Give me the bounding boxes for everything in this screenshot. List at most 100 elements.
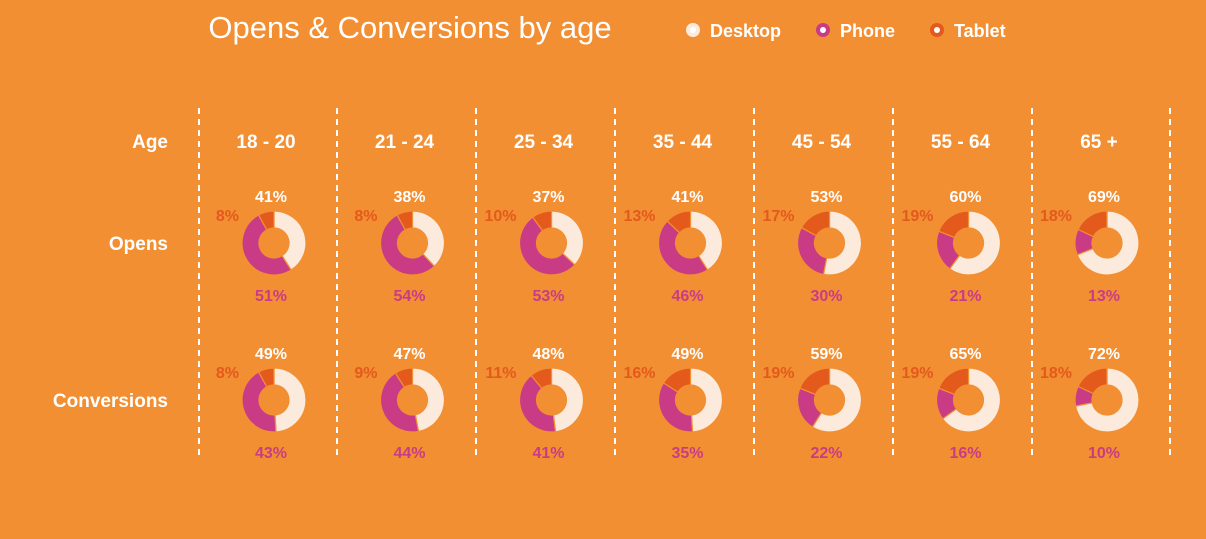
phone-value: 43%	[255, 445, 287, 462]
desktop-value: 41%	[255, 189, 287, 206]
phone-value: 41%	[532, 445, 564, 462]
phone-value: 51%	[255, 288, 287, 305]
age-label: 21 - 24	[375, 132, 435, 153]
tablet-value: 9%	[354, 365, 377, 382]
tablet-value: 13%	[623, 208, 655, 225]
slice-phone	[518, 374, 557, 433]
donut-conversions-2: 48% 41% 11%	[485, 346, 585, 462]
legend-swatch-dot	[820, 27, 826, 33]
legend-label: Tablet	[954, 21, 1006, 41]
phone-value: 53%	[532, 288, 564, 305]
legend-item-desktop: Desktop	[686, 21, 781, 41]
desktop-value: 59%	[810, 346, 842, 363]
slice-tablet	[257, 367, 275, 388]
tablet-value: 17%	[762, 208, 794, 225]
slice-tablet	[257, 210, 275, 231]
slice-tablet	[1077, 367, 1108, 395]
desktop-value: 65%	[949, 346, 981, 363]
slice-phone	[379, 214, 436, 276]
phone-value: 22%	[810, 445, 842, 462]
slice-tablet	[531, 210, 553, 232]
slice-tablet	[798, 367, 831, 396]
donut-conversions-4: 59% 22% 19%	[762, 346, 863, 462]
tablet-value: 8%	[216, 208, 239, 225]
desktop-value: 53%	[810, 189, 842, 206]
donut-conversions-1: 47% 44% 9%	[354, 346, 446, 462]
slice-desktop	[811, 367, 863, 433]
slice-tablet	[1077, 210, 1108, 238]
donut-opens-5: 60% 21% 19%	[901, 189, 1002, 305]
age-label: 18 - 20	[236, 132, 295, 153]
legend-swatch-dot	[690, 27, 696, 33]
donuts: 41% 51% 8% 38% 54% 8% 37% 53% 10% 41% 46% 13% 53% 30%…	[216, 189, 1140, 462]
slice-tablet	[800, 210, 831, 237]
age-label: 55 - 64	[931, 132, 991, 153]
desktop-value: 49%	[255, 346, 287, 363]
age-label: 65 +	[1080, 132, 1118, 153]
tablet-value: 11%	[485, 365, 516, 382]
slice-phone	[379, 372, 420, 433]
tablet-value: 18%	[1040, 208, 1072, 225]
row-label-opens: Opens	[109, 234, 168, 255]
desktop-value: 37%	[532, 189, 564, 206]
desktop-value: 47%	[393, 346, 425, 363]
legend-item-phone: Phone	[816, 21, 895, 41]
slice-phone	[518, 216, 576, 276]
tablet-value: 8%	[354, 208, 377, 225]
donut-opens-4: 53% 30% 17%	[762, 189, 863, 305]
phone-value: 16%	[949, 445, 981, 462]
slice-phone	[241, 371, 277, 433]
slice-tablet	[666, 210, 692, 234]
tablet-value: 8%	[216, 365, 239, 382]
donut-opens-0: 41% 51% 8%	[216, 189, 307, 305]
legend-label: Phone	[840, 21, 895, 41]
legend-item-tablet: Tablet	[930, 21, 1006, 41]
slice-desktop	[948, 210, 1002, 276]
slice-desktop	[1074, 367, 1140, 433]
phone-value: 54%	[393, 288, 425, 305]
slice-desktop	[550, 210, 585, 266]
donut-conversions-0: 49% 43% 8%	[216, 346, 307, 462]
tablet-value: 19%	[901, 208, 933, 225]
slice-tablet	[394, 367, 414, 389]
slice-phone	[657, 220, 709, 276]
tablet-value: 16%	[623, 365, 655, 382]
slice-tablet	[396, 210, 414, 231]
phone-value: 30%	[810, 288, 842, 305]
slice-desktop	[822, 210, 863, 276]
slice-desktop	[1076, 210, 1140, 276]
column-dividers	[198, 108, 1171, 458]
tablet-value: 19%	[901, 365, 933, 382]
phone-value: 21%	[949, 288, 981, 305]
slice-desktop	[273, 367, 307, 433]
slice-phone	[796, 226, 828, 276]
slice-tablet	[937, 210, 970, 239]
desktop-value: 60%	[949, 189, 981, 206]
slice-desktop	[273, 210, 307, 271]
age-header: Age	[132, 132, 168, 153]
slice-desktop	[550, 367, 585, 433]
donut-conversions-5: 65% 16% 19%	[901, 346, 1002, 462]
slice-desktop	[689, 210, 724, 271]
phone-value: 35%	[671, 445, 703, 462]
desktop-value: 69%	[1088, 189, 1120, 206]
phone-value: 10%	[1088, 445, 1120, 462]
slice-desktop	[411, 367, 446, 433]
donut-opens-2: 37% 53% 10%	[484, 189, 585, 305]
legend-label: Desktop	[710, 21, 781, 41]
desktop-value: 49%	[671, 346, 703, 363]
legend-swatch-dot	[934, 27, 940, 33]
desktop-value: 48%	[532, 346, 564, 363]
age-label: 45 - 54	[792, 132, 852, 153]
tablet-value: 10%	[484, 208, 516, 225]
slice-desktop	[689, 367, 724, 433]
donut-opens-3: 41% 46% 13%	[623, 189, 724, 305]
donut-conversions-3: 49% 35% 16%	[623, 346, 724, 462]
slice-tablet	[662, 367, 692, 393]
row-labels: Opens Conversions	[53, 234, 168, 412]
row-label-conversions: Conversions	[53, 391, 168, 412]
tablet-value: 19%	[762, 365, 794, 382]
phone-value: 13%	[1088, 288, 1120, 305]
